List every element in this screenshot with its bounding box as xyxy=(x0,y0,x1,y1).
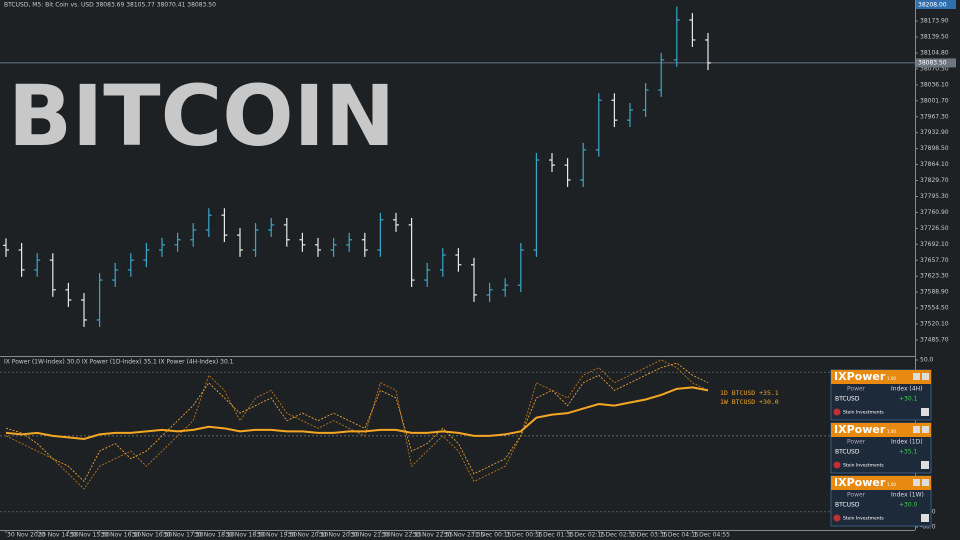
widget-col: Power xyxy=(847,386,866,393)
series-line xyxy=(5,386,709,440)
widget-button[interactable] xyxy=(922,373,929,380)
widget-logo xyxy=(833,514,841,522)
widget-value: +30.0 xyxy=(899,502,918,509)
y-tick-label: 37898.50 xyxy=(920,145,949,152)
x-tick-label: 30 Nov 22:55 xyxy=(413,532,454,539)
x-tick-label: 30 Nov 18:50 xyxy=(225,532,266,539)
x-tick-label: 30 Nov 19:30 xyxy=(257,532,298,539)
x-tick-label: 1 Dec 02:15 xyxy=(569,532,606,539)
y-tick-label: 37520.10 xyxy=(920,321,949,328)
y-tick-label: 37692.10 xyxy=(920,241,949,248)
widget-button[interactable] xyxy=(922,479,929,486)
y-tick-label: 37967.30 xyxy=(920,113,949,120)
widget-brand: IXPower xyxy=(834,476,886,489)
widget-button[interactable] xyxy=(921,461,929,469)
widget-header xyxy=(831,423,931,437)
x-tick-label: 30 Nov 20:10 xyxy=(288,532,329,539)
x-tick-label: 1 Dec 03:35 xyxy=(631,532,668,539)
widget-logo xyxy=(833,461,841,469)
widget-col: Index (4H) xyxy=(891,386,922,393)
y-tick-label: 38139.50 xyxy=(920,33,949,40)
widget-brand: IXPower xyxy=(834,423,886,436)
x-tick-label: 1 Dec 00:55 xyxy=(506,532,543,539)
x-tick-label: 30 Nov 14:50 xyxy=(38,532,79,539)
widget-header xyxy=(831,370,931,384)
widget-footer: Stein Investments xyxy=(843,463,884,469)
x-tick-label: 1 Dec 04:15 xyxy=(662,532,699,539)
y-tick-label: 37760.90 xyxy=(920,209,949,216)
indicator-title: IX Power (1W-Index) 30.0 IX Power (1D-In… xyxy=(4,359,234,366)
widget-symbol: BTCUSD xyxy=(835,502,860,509)
annotation: BITCOIN xyxy=(8,67,395,165)
widget-col: Index (1D) xyxy=(891,439,923,446)
widget-version: 1.00 xyxy=(887,376,896,381)
widget-version: 1.00 xyxy=(887,429,896,434)
x-tick-label: 30 Nov 23:35 xyxy=(444,532,485,539)
widget-button[interactable] xyxy=(922,426,929,433)
y-tick-label: 37657.70 xyxy=(920,257,949,264)
widget-symbol: BTCUSD xyxy=(835,449,860,456)
widget-col: Power xyxy=(847,492,866,499)
y-tick-label: 37829.70 xyxy=(920,177,949,184)
x-tick-label: 1 Dec 02:55 xyxy=(600,532,637,539)
widget-button[interactable] xyxy=(913,479,920,486)
y-tick-label: 38173.90 xyxy=(920,17,949,24)
y-tick-label: 37795.30 xyxy=(920,193,949,200)
x-tick-label: 30 Nov 16:50 xyxy=(132,532,173,539)
widget-button[interactable] xyxy=(921,408,929,416)
widget-col: Power xyxy=(847,439,866,446)
y-tick-label: 37588.90 xyxy=(920,289,949,296)
x-tick-label: 30 Nov 2023 xyxy=(7,532,46,539)
x-tick-label: 1 Dec 04:55 xyxy=(693,532,730,539)
price-label: 38208.00 xyxy=(918,2,947,9)
widget-symbol: BTCUSD xyxy=(835,396,860,403)
series-end-label: 1W BTCUSD +30.0 xyxy=(720,398,779,406)
y-tick-label: 37726.50 xyxy=(920,225,949,232)
y-tick-label: 38001.70 xyxy=(920,97,949,104)
widget-version: 1.00 xyxy=(887,482,896,487)
widget-button[interactable] xyxy=(913,426,920,433)
y-tick-label: 38070.50 xyxy=(920,65,949,72)
widget-header xyxy=(831,476,931,490)
price-label-box xyxy=(916,58,956,68)
x-tick-label: 30 Nov 16:10 xyxy=(101,532,142,539)
price-label-box xyxy=(916,0,956,9)
widget-footer: Stein Investments xyxy=(843,516,884,522)
y-tick-label: 37623.30 xyxy=(920,273,949,280)
y-tick-label: 37554.50 xyxy=(920,305,949,312)
y-tick-label: 38036.10 xyxy=(920,81,949,88)
widget-button[interactable] xyxy=(913,373,920,380)
y-tick-label: 50.0 xyxy=(920,357,934,364)
price-label: 38083.50 xyxy=(918,59,947,66)
x-tick-label: 30 Nov 17:30 xyxy=(163,532,204,539)
y-tick-label: 38104.80 xyxy=(920,50,949,57)
widget-button[interactable] xyxy=(921,514,929,522)
widget-brand: IXPower xyxy=(834,370,886,383)
widget-value: +30.1 xyxy=(899,396,918,403)
x-tick-label: 30 Nov 22:15 xyxy=(381,532,422,539)
y-tick-label: 37932.90 xyxy=(920,129,949,136)
widget-logo xyxy=(833,408,841,416)
x-tick-label: 30 Nov 18:10 xyxy=(194,532,235,539)
x-tick-label: 1 Dec 00:15 xyxy=(475,532,512,539)
widget-col: Index (1W) xyxy=(891,492,924,499)
y-tick-label: -60.0 xyxy=(920,523,936,530)
series-line xyxy=(5,362,709,483)
chart-title: BTCUSD, M5: Bit Coin vs. USD 38083.69 38… xyxy=(4,2,216,9)
x-tick-label: 1 Dec 01:35 xyxy=(537,532,574,539)
y-tick-label: 37864.10 xyxy=(920,161,949,168)
widget-footer: Stein Investments xyxy=(843,410,884,416)
x-tick-label: 30 Nov 15:30 xyxy=(69,532,110,539)
x-tick-label: 30 Nov 20:50 xyxy=(319,532,360,539)
y-tick-label: 37485.70 xyxy=(920,337,949,344)
series-end-label: 1D BTCUSD +35.1 xyxy=(720,389,779,397)
series-line xyxy=(5,359,709,490)
x-tick-label: 30 Nov 21:30 xyxy=(350,532,391,539)
widget-value: +35.1 xyxy=(899,449,918,456)
